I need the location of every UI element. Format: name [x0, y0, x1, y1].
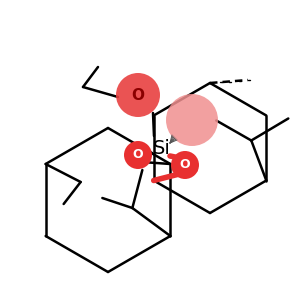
- Text: Si: Si: [153, 139, 171, 158]
- Circle shape: [166, 94, 218, 146]
- Circle shape: [124, 141, 152, 169]
- Circle shape: [171, 151, 199, 179]
- Text: O: O: [180, 158, 190, 172]
- Text: O: O: [131, 88, 145, 103]
- Circle shape: [116, 73, 160, 117]
- Text: O: O: [133, 148, 143, 161]
